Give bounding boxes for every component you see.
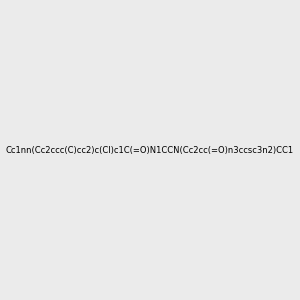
Text: Cc1nn(Cc2ccc(C)cc2)c(Cl)c1C(=O)N1CCN(Cc2cc(=O)n3ccsc3n2)CC1: Cc1nn(Cc2ccc(C)cc2)c(Cl)c1C(=O)N1CCN(Cc2… [6,146,294,154]
